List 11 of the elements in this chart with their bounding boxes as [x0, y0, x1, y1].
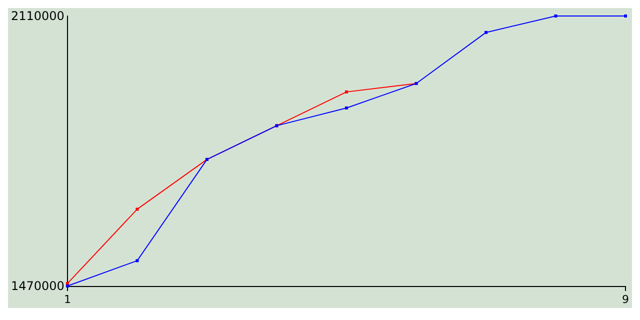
- point: [136, 259, 139, 262]
- point: [344, 90, 348, 94]
- point: [66, 284, 69, 288]
- x-tick-label: 1: [64, 293, 71, 306]
- point: [136, 208, 139, 211]
- point: [554, 14, 558, 18]
- point: [484, 30, 488, 34]
- y-tick-label: 2110000: [10, 9, 64, 23]
- x-tick-label: 9: [622, 293, 629, 306]
- point: [344, 106, 348, 110]
- y-tick-label: 1470000: [10, 279, 64, 293]
